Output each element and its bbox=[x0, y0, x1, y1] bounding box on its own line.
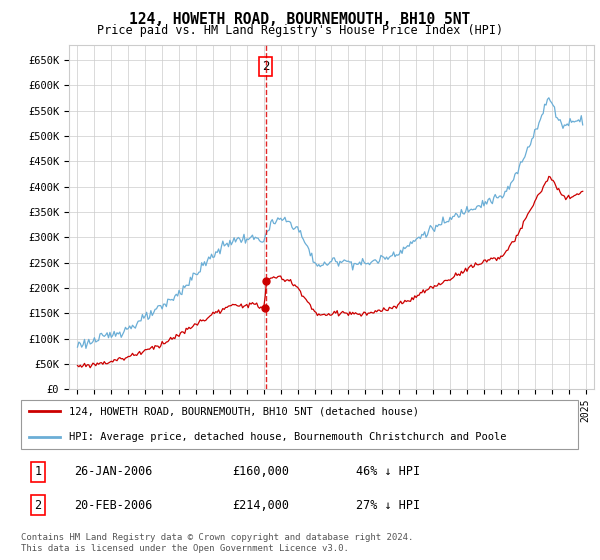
Text: 46% ↓ HPI: 46% ↓ HPI bbox=[356, 465, 421, 478]
Text: 124, HOWETH ROAD, BOURNEMOUTH, BH10 5NT (detached house): 124, HOWETH ROAD, BOURNEMOUTH, BH10 5NT … bbox=[69, 407, 419, 417]
Text: 20-FEB-2006: 20-FEB-2006 bbox=[74, 498, 153, 511]
Text: £160,000: £160,000 bbox=[232, 465, 289, 478]
Text: Price paid vs. HM Land Registry's House Price Index (HPI): Price paid vs. HM Land Registry's House … bbox=[97, 24, 503, 36]
Text: 124, HOWETH ROAD, BOURNEMOUTH, BH10 5NT: 124, HOWETH ROAD, BOURNEMOUTH, BH10 5NT bbox=[130, 12, 470, 27]
FancyBboxPatch shape bbox=[21, 400, 578, 449]
Text: 2: 2 bbox=[34, 498, 41, 511]
Text: 1: 1 bbox=[34, 465, 41, 478]
Text: HPI: Average price, detached house, Bournemouth Christchurch and Poole: HPI: Average price, detached house, Bour… bbox=[69, 432, 506, 442]
Text: £214,000: £214,000 bbox=[232, 498, 289, 511]
Text: 27% ↓ HPI: 27% ↓ HPI bbox=[356, 498, 421, 511]
Text: Contains HM Land Registry data © Crown copyright and database right 2024.
This d: Contains HM Land Registry data © Crown c… bbox=[21, 533, 413, 553]
Text: 26-JAN-2006: 26-JAN-2006 bbox=[74, 465, 153, 478]
Text: 2: 2 bbox=[262, 59, 269, 73]
